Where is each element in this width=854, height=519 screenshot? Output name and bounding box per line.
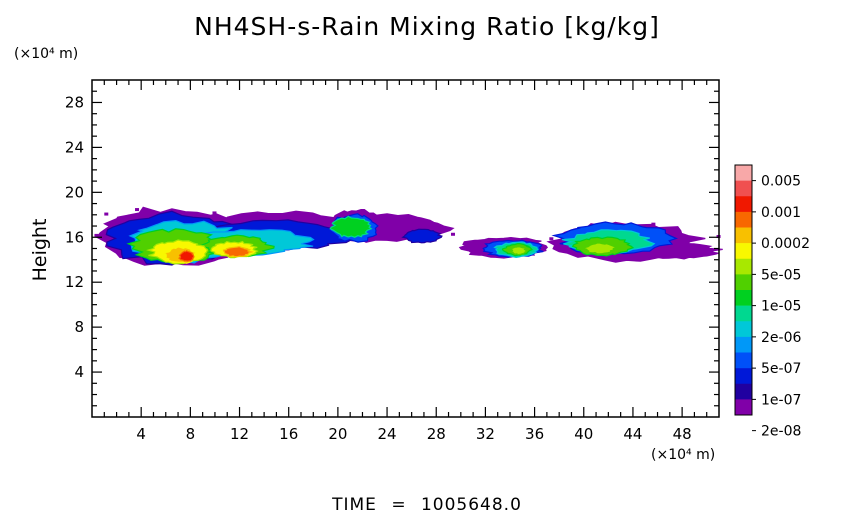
time-label: TIME (332, 495, 377, 515)
colorbar-swatch (735, 352, 752, 369)
fringe-speck (104, 212, 109, 216)
colorbar-swatch (735, 227, 752, 244)
x-tick-label: 4 (136, 425, 146, 443)
x-tick-label: 44 (623, 425, 642, 443)
colorbar-swatch (735, 243, 752, 260)
colorbar (734, 164, 753, 416)
colorbar-swatch (735, 258, 752, 275)
colorbar-swatch (735, 274, 752, 291)
colorbar-label: 2e-06 (761, 330, 801, 346)
fringe-speck (651, 222, 656, 226)
colorbar-swatch (735, 368, 752, 385)
colorbar-swatch (735, 165, 752, 181)
colorbar-label: 0.0002 (761, 236, 810, 252)
colorbar-swatch (735, 305, 752, 322)
y-tick-label: 12 (65, 273, 84, 291)
y-tick-label: 20 (65, 183, 84, 201)
contour-region (583, 242, 617, 255)
x-tick-label: 20 (328, 425, 347, 443)
fringe-speck (450, 232, 455, 236)
y-tick-labels: 4 8 12 16 20 24 28 (65, 93, 84, 381)
y-tick-label: 8 (74, 318, 84, 336)
y-tick-label: 4 (74, 363, 84, 381)
colorbar-swatch (735, 211, 752, 228)
x-tick-labels: 4 8 12 16 20 24 28 32 36 40 44 48 (136, 425, 691, 443)
time-equals: = (391, 495, 407, 515)
colorbar-swatch (735, 383, 752, 400)
x-tick-label: 48 (673, 425, 692, 443)
colorbar-label: 5e-05 (761, 267, 801, 283)
colorbar-label: 0.005 (761, 174, 801, 190)
colorbar-label: 5e-07 (761, 361, 801, 377)
colorbar-label: 1e-07 (761, 392, 801, 408)
y-tick-label: 16 (65, 228, 84, 246)
y-unit-label: (×10⁴ m) (14, 46, 79, 62)
colorbar-swatch (735, 399, 752, 416)
colorbar-label: 0.001 (761, 205, 801, 221)
colorbar-swatch (735, 290, 752, 306)
contour-region (401, 228, 443, 244)
axis-ticks (92, 80, 719, 417)
y-tick-label: 28 (65, 93, 84, 111)
x-tick-label: 24 (378, 425, 397, 443)
contour-region (329, 215, 373, 238)
y-axis-label: Height (29, 218, 51, 282)
fringe-speck (94, 233, 99, 237)
x-tick-label: 12 (230, 425, 249, 443)
x-unit-label: (×10⁴ m) (651, 447, 716, 463)
colorbar-label: 2e-08 (761, 424, 801, 440)
colorbar-swatch (735, 336, 752, 353)
contour-region (222, 245, 255, 258)
time-value: 1005648.0 (420, 495, 522, 515)
mixing-ratio-field (94, 206, 723, 266)
x-tick-label: 28 (427, 425, 446, 443)
y-tick-label: 24 (65, 138, 84, 156)
x-tick-label: 16 (279, 425, 298, 443)
x-tick-label: 36 (525, 425, 544, 443)
colorbar-swatch (735, 196, 752, 213)
colorbar-labels: 0.005 0.001 0.0002 5e-05 1e-05 2e-06 5e-07 1e-0… (752, 174, 810, 440)
contour-region (177, 250, 195, 262)
fringe-speck (135, 208, 140, 212)
colorbar-swatch (735, 321, 752, 338)
chart-title: NH4SH-s-Rain Mixing Ratio [kg/kg] (194, 12, 660, 41)
colorbar-label: 1e-05 (761, 299, 801, 315)
colorbar-swatch (735, 180, 752, 197)
fringe-speck (549, 237, 554, 241)
x-tick-label: 32 (476, 425, 495, 443)
colorbar-frame (734, 164, 753, 416)
fringe-speck (212, 211, 217, 215)
time-readout: TIME = 1005648.0 (0, 495, 854, 515)
contour-region (509, 246, 528, 256)
x-tick-label: 8 (186, 425, 196, 443)
x-tick-label: 40 (574, 425, 593, 443)
